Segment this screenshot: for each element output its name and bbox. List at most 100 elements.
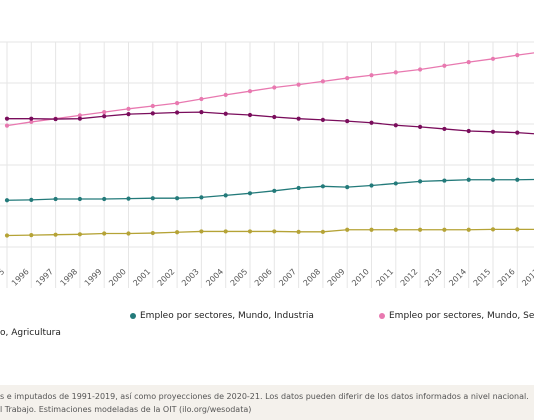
- series-line: [6, 228, 534, 237]
- data-point[interactable]: [272, 188, 277, 193]
- data-point[interactable]: [466, 177, 471, 182]
- data-point[interactable]: [175, 230, 180, 235]
- data-point[interactable]: [320, 79, 325, 84]
- data-point[interactable]: [369, 183, 374, 188]
- data-point[interactable]: [515, 227, 520, 232]
- data-point[interactable]: [466, 59, 471, 65]
- data-point[interactable]: [102, 231, 107, 236]
- data-point[interactable]: [223, 229, 228, 234]
- data-point[interactable]: [247, 191, 253, 196]
- data-point[interactable]: [320, 229, 325, 234]
- data-point[interactable]: [490, 56, 496, 61]
- data-point[interactable]: [150, 103, 155, 109]
- data-point[interactable]: [345, 75, 350, 81]
- chart-footer: s e imputados de 1991-2019, así como pro…: [0, 385, 534, 420]
- x-tick-label: 2007: [277, 267, 298, 288]
- data-point[interactable]: [4, 198, 10, 203]
- data-point[interactable]: [515, 130, 520, 135]
- data-point[interactable]: [490, 129, 496, 134]
- series-line: [6, 52, 534, 127]
- data-point[interactable]: [53, 116, 58, 122]
- data-point[interactable]: [199, 195, 204, 200]
- data-point[interactable]: [442, 178, 447, 183]
- data-point[interactable]: [418, 227, 423, 232]
- data-point[interactable]: [418, 124, 423, 129]
- data-point[interactable]: [320, 117, 325, 122]
- data-point[interactable]: [126, 106, 131, 111]
- data-point[interactable]: [369, 227, 374, 232]
- data-point[interactable]: [102, 114, 107, 119]
- data-point[interactable]: [345, 185, 350, 190]
- data-point[interactable]: [272, 114, 277, 120]
- data-point[interactable]: [29, 119, 34, 125]
- data-point[interactable]: [175, 110, 180, 115]
- data-point[interactable]: [77, 116, 82, 121]
- data-point[interactable]: [53, 196, 58, 202]
- x-tick-label: 1996: [10, 267, 31, 288]
- data-point[interactable]: [29, 197, 34, 202]
- data-point[interactable]: [369, 73, 374, 78]
- data-point[interactable]: [175, 100, 180, 106]
- data-point[interactable]: [515, 177, 520, 182]
- data-point[interactable]: [126, 112, 131, 117]
- data-point[interactable]: [4, 116, 10, 121]
- data-point[interactable]: [345, 119, 350, 124]
- data-point[interactable]: [442, 63, 447, 68]
- data-point[interactable]: [126, 196, 131, 201]
- data-point[interactable]: [247, 229, 253, 234]
- legend-item-agricultura[interactable]: o, Agricultura: [0, 328, 61, 338]
- data-point[interactable]: [150, 196, 155, 201]
- data-point[interactable]: [4, 233, 10, 238]
- x-tick-label: 2000: [107, 267, 128, 288]
- data-point[interactable]: [466, 128, 471, 134]
- data-point[interactable]: [29, 116, 34, 121]
- data-point[interactable]: [442, 227, 447, 232]
- data-point[interactable]: [296, 116, 301, 121]
- data-point[interactable]: [393, 227, 398, 232]
- x-tick-label: 2013: [423, 267, 444, 288]
- data-point[interactable]: [418, 67, 423, 72]
- data-point[interactable]: [369, 120, 374, 125]
- legend-item-industria[interactable]: Empleo por sectores, Mundo, Industria: [130, 311, 314, 321]
- data-point[interactable]: [150, 230, 155, 236]
- data-point[interactable]: [442, 126, 447, 132]
- data-point[interactable]: [418, 179, 423, 184]
- data-point[interactable]: [393, 123, 398, 128]
- data-point[interactable]: [490, 227, 496, 232]
- data-point[interactable]: [515, 53, 520, 58]
- data-point[interactable]: [77, 113, 82, 118]
- data-point[interactable]: [296, 185, 301, 191]
- data-point[interactable]: [272, 229, 277, 234]
- data-point[interactable]: [175, 196, 180, 201]
- data-point[interactable]: [490, 177, 496, 182]
- x-tick-label: 2006: [253, 267, 274, 288]
- data-point[interactable]: [393, 70, 398, 75]
- data-point[interactable]: [199, 229, 204, 234]
- legend-agricultura-label: o, Agricultura: [0, 328, 61, 338]
- data-point[interactable]: [29, 233, 34, 238]
- data-point[interactable]: [150, 111, 155, 116]
- data-point[interactable]: [223, 193, 228, 198]
- data-point[interactable]: [53, 232, 58, 237]
- data-point[interactable]: [102, 110, 107, 115]
- data-point[interactable]: [77, 196, 82, 202]
- data-point[interactable]: [77, 232, 82, 237]
- data-point[interactable]: [345, 227, 350, 232]
- data-point[interactable]: [466, 227, 471, 232]
- data-point[interactable]: [247, 89, 253, 94]
- x-tick-label: 2009: [326, 267, 347, 288]
- data-point[interactable]: [199, 96, 204, 102]
- data-point[interactable]: [393, 181, 398, 186]
- data-point[interactable]: [296, 229, 301, 234]
- data-point[interactable]: [4, 123, 10, 128]
- legend-item-servicios[interactable]: Empleo por sectores, Mundo, Servici: [379, 311, 534, 321]
- data-point[interactable]: [223, 92, 228, 97]
- data-point[interactable]: [199, 110, 204, 115]
- data-point[interactable]: [223, 111, 228, 116]
- data-point[interactable]: [272, 85, 277, 90]
- data-point[interactable]: [296, 82, 301, 87]
- data-point[interactable]: [102, 196, 107, 202]
- data-point[interactable]: [247, 112, 253, 118]
- data-point[interactable]: [320, 184, 325, 189]
- data-point[interactable]: [126, 231, 131, 236]
